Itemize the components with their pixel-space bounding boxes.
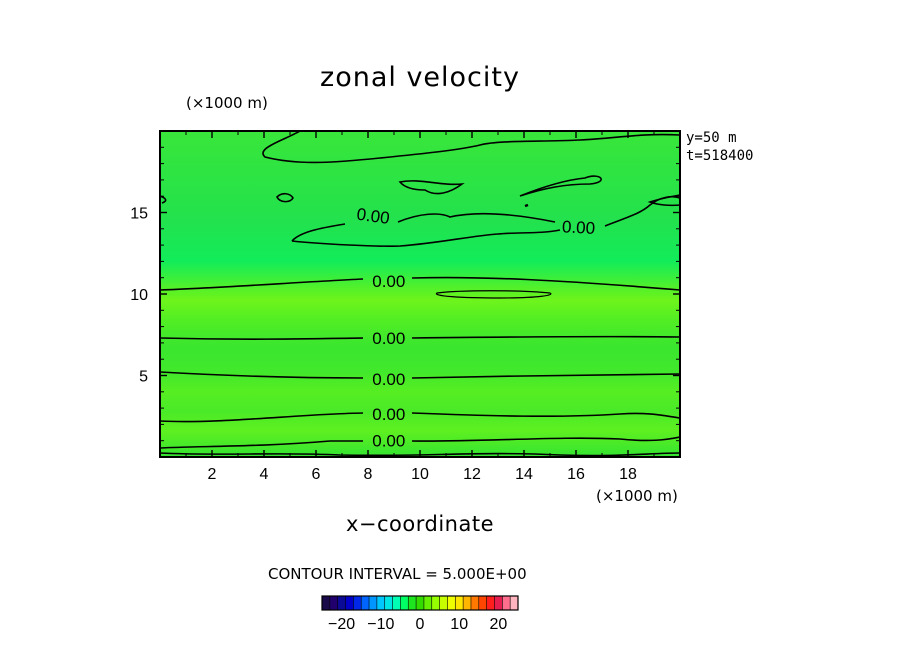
colorbar-tick-label: 20 [490, 616, 508, 633]
x-tick-label: 10 [411, 466, 429, 483]
colorbar-tick-label: −10 [367, 616, 394, 633]
contour-interval-text: CONTOUR INTERVAL = 5.000E+00 [268, 565, 527, 583]
x-tick-label: 18 [619, 466, 637, 483]
colorbar-cell [322, 596, 331, 610]
x-tick-label: 8 [364, 466, 373, 483]
colorbar: −20 −10 0 10 20 [321, 595, 519, 633]
colorbar-cell [329, 596, 338, 610]
colorbar-cell [463, 596, 472, 610]
colorbar-cell [494, 596, 503, 610]
colorbar-tick-label: 10 [450, 616, 468, 633]
colorbar-cell [502, 596, 511, 610]
contour-labels: 0.00 0.00 0.00 0.00 0.00 0.00 0.00 [355, 205, 595, 451]
contour-label: 0.00 [372, 370, 405, 389]
colorbar-tick-label: −20 [328, 616, 355, 633]
contour-label: 0.00 [355, 205, 390, 228]
colorbar-frame [321, 595, 519, 611]
x-tick-label: 2 [208, 466, 217, 483]
colorbar-cell [416, 596, 425, 610]
contour-label: 0.00 [372, 272, 405, 291]
x-tick-label: 4 [260, 466, 269, 483]
axes: 2 4 6 8 10 12 14 16 18 5 10 15 [130, 131, 680, 483]
colorbar-cell [431, 596, 440, 610]
x-tick-label: 6 [312, 466, 321, 483]
colorbar-cell [369, 596, 378, 610]
colorbar-cell [337, 596, 346, 610]
y-tick-label: 15 [130, 206, 148, 223]
contour-label: 0.00 [562, 217, 596, 238]
colorbar-cell [470, 596, 480, 610]
colorbar-cell [486, 596, 495, 610]
time-info: t=518400 [686, 148, 754, 164]
colorbar-cell [423, 596, 433, 610]
y-tick-label: 5 [139, 369, 148, 386]
colorbar-tick-label: 0 [416, 616, 425, 633]
colorbar-cell [345, 596, 354, 610]
colorbar-cell [361, 596, 370, 610]
x-tick-label: 14 [515, 466, 533, 483]
x-tick-label: 12 [463, 466, 481, 483]
colorbar-cell [455, 596, 464, 610]
velocity-field [160, 131, 680, 457]
x-tick-label: 16 [567, 466, 585, 483]
colorbar-cell [408, 596, 417, 610]
contour-lines [160, 131, 680, 457]
depth-info: y=50 m [686, 130, 737, 146]
y-axis-unit: (×1000 m) [186, 94, 268, 112]
colorbar-cell [392, 596, 401, 610]
colorbar-cell [478, 596, 487, 610]
colorbar-cell [439, 596, 448, 610]
colorbar-cell [376, 596, 386, 610]
colorbar-cell [353, 596, 362, 610]
y-tick-label: 10 [130, 287, 148, 304]
contour-label: 0.00 [372, 405, 405, 424]
x-axis-unit: (×1000 m) [596, 487, 678, 505]
x-axis-label: x−coordinate [345, 512, 495, 536]
colorbar-cell [447, 596, 456, 610]
colorbar-cell [384, 596, 393, 610]
chart-title: zonal velocity [320, 62, 520, 93]
colorbar-cell [400, 596, 409, 610]
colorbar-cell [510, 596, 519, 610]
contour-label: 0.00 [372, 329, 405, 348]
contour-label: 0.00 [372, 432, 405, 451]
